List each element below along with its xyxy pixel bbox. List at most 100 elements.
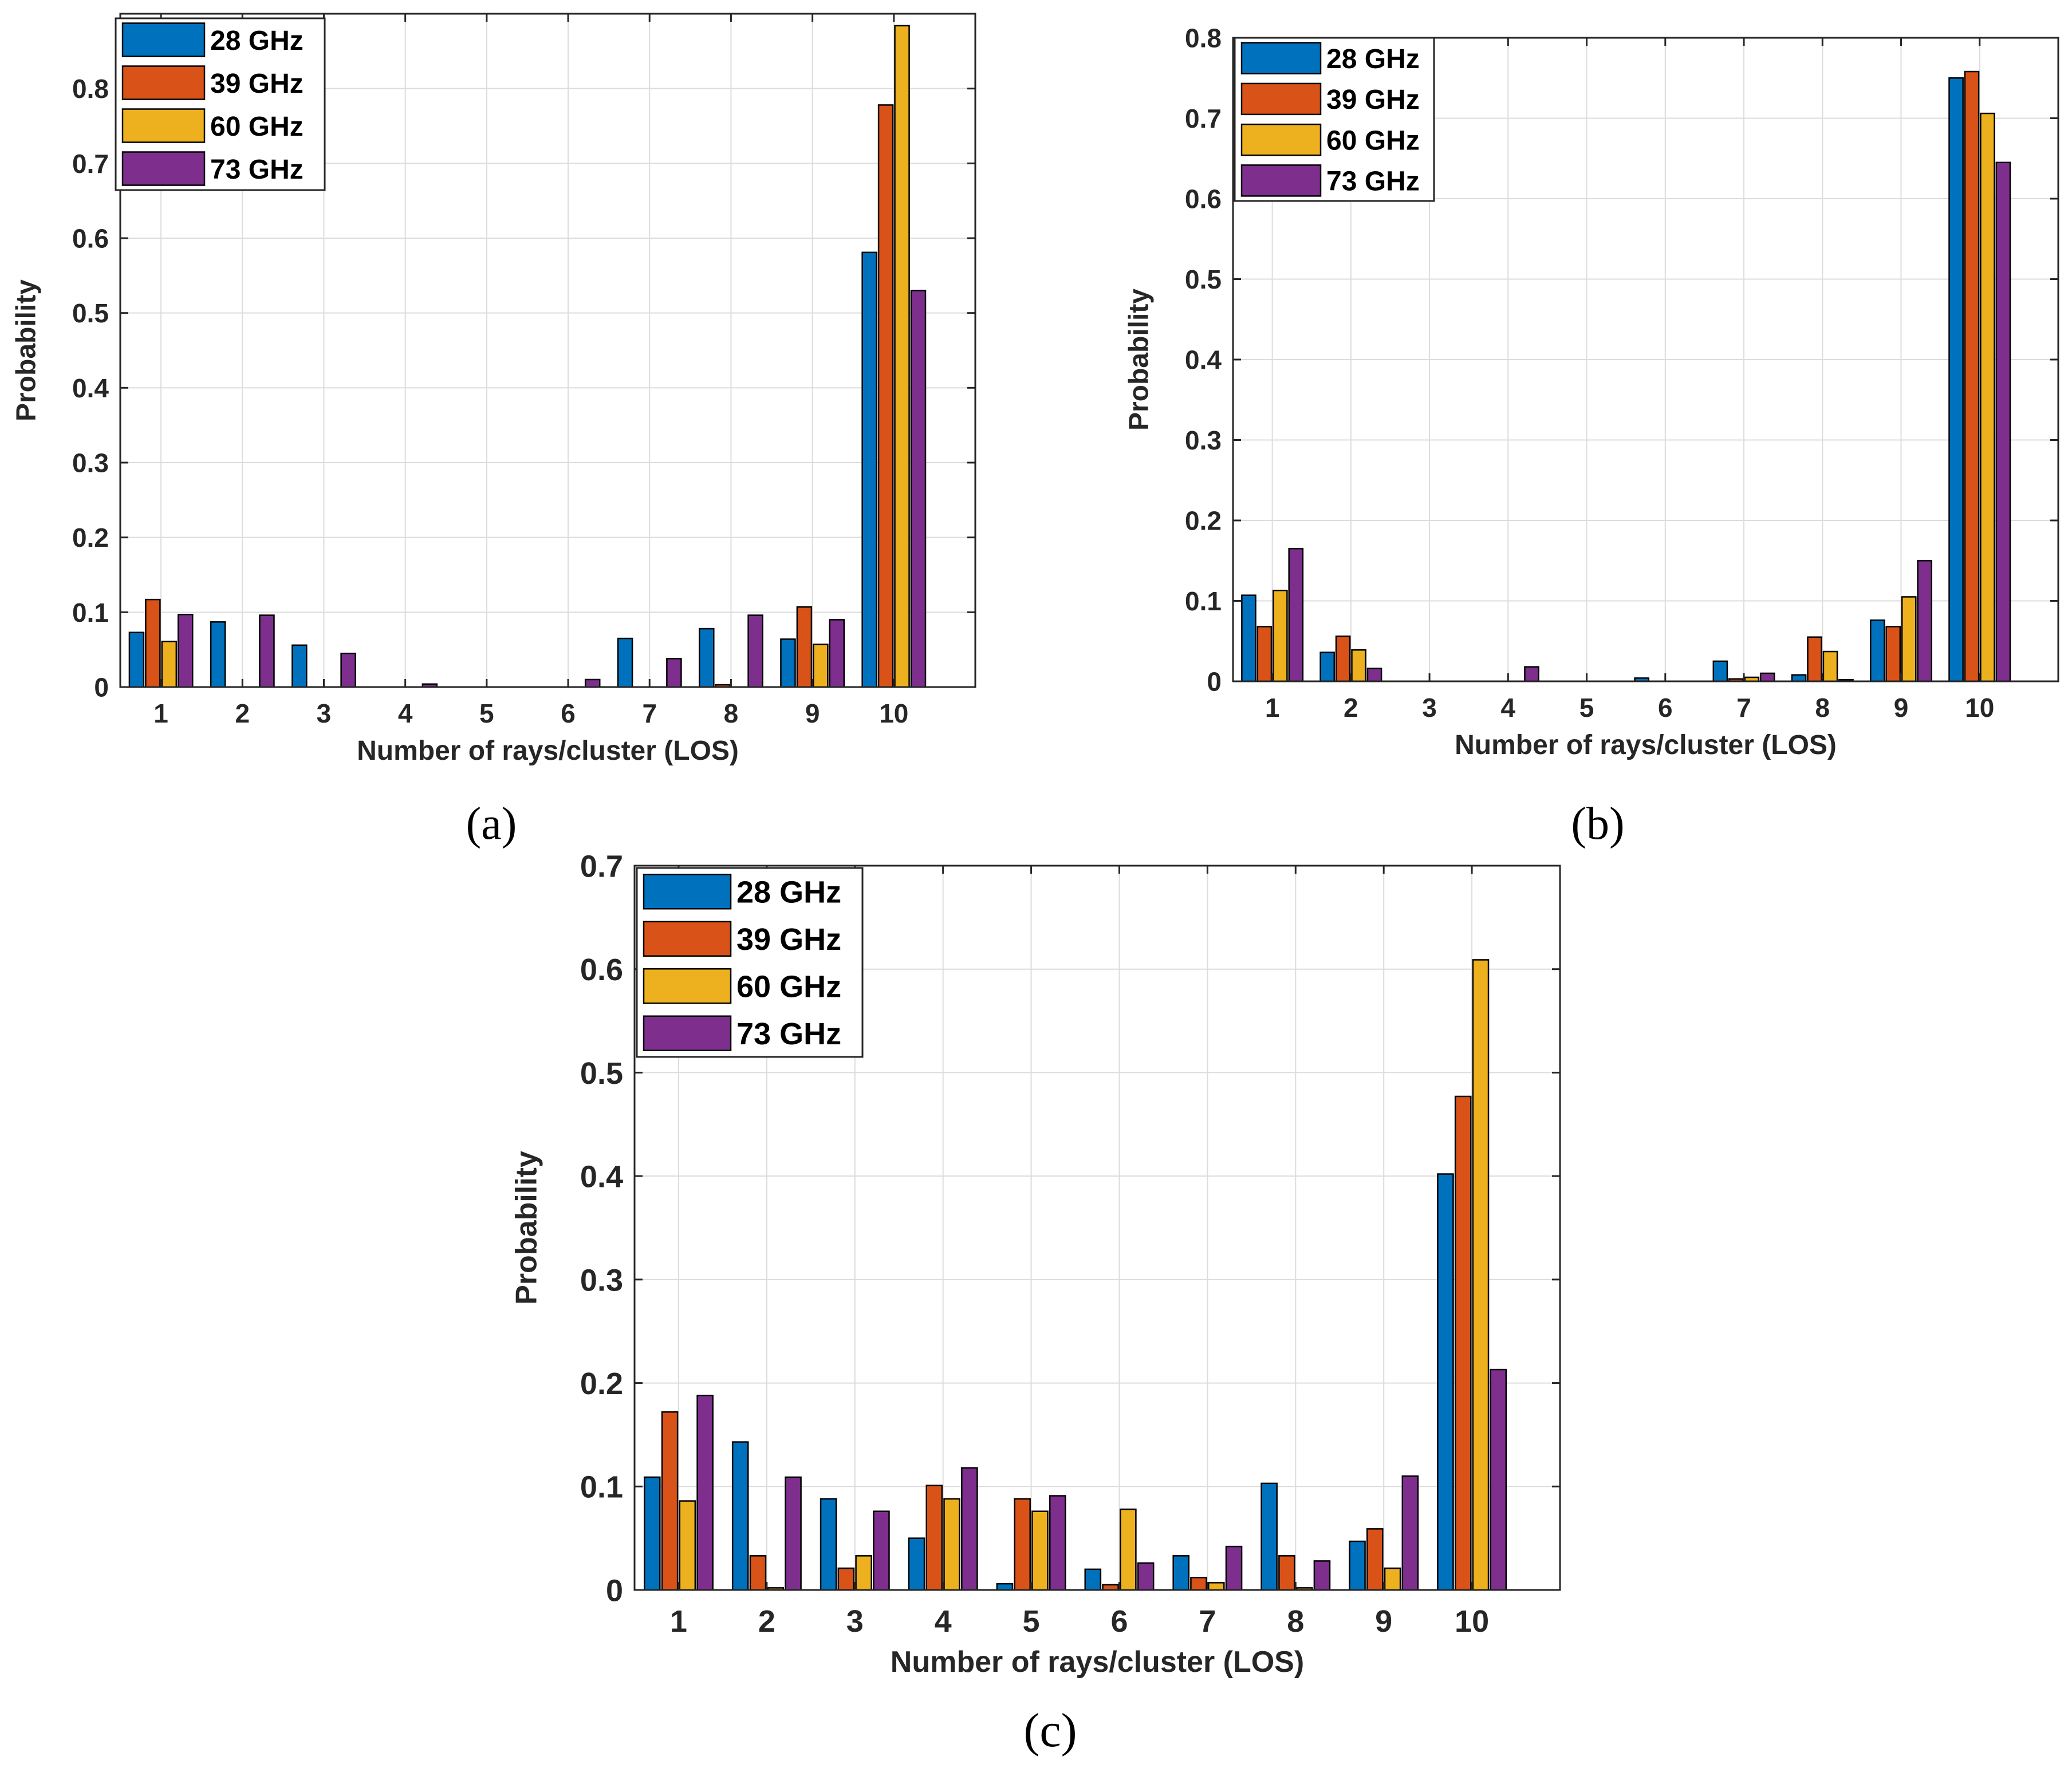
y-tick-label: 0.4 <box>580 1160 623 1194</box>
legend-swatch <box>121 151 206 186</box>
bar-28ghz-2 <box>731 1441 749 1591</box>
legend-swatch <box>1240 42 1322 74</box>
bar-73ghz-2 <box>785 1476 802 1591</box>
bar-28ghz-7 <box>617 637 633 688</box>
bar-28ghz-9 <box>1349 1540 1366 1591</box>
bar-60ghz-10 <box>1472 959 1490 1591</box>
bar-39ghz-8 <box>1807 636 1822 682</box>
bar-39ghz-9 <box>1366 1528 1384 1591</box>
legend: 28 GHz 39 GHz 60 GHz 73 GHz <box>115 17 326 191</box>
x-tick-label: 2 <box>1344 693 1358 723</box>
bar-73ghz-7 <box>1759 672 1775 682</box>
legend-label: 60 GHz <box>736 970 841 1004</box>
bar-73ghz-10 <box>1490 1368 1507 1591</box>
legend-swatch <box>1240 82 1322 116</box>
bar-28ghz-4 <box>908 1537 925 1591</box>
y-tick-label: 0.1 <box>1185 586 1222 616</box>
y-tick-label: 0 <box>1207 667 1222 697</box>
bar-28ghz-8 <box>1791 674 1807 682</box>
y-tick-label: 0.2 <box>1185 506 1222 536</box>
x-tick-label: 3 <box>846 1604 864 1639</box>
bar-73ghz-3 <box>340 652 356 688</box>
bar-39ghz-2 <box>749 1555 767 1591</box>
bars <box>643 959 1507 1591</box>
bar-28ghz-5 <box>996 1582 1014 1591</box>
x-tick-label: 7 <box>642 698 657 728</box>
bar-39ghz-9 <box>1885 626 1901 682</box>
chart-c: 1 2 3 4 5 6 7 8 9 10 0 0.1 0.2 0.3 0.4 0.5 0.6 0.7 Number … <box>510 849 1561 1757</box>
legend-label: 73 GHz <box>1326 167 1420 197</box>
y-tick-label: 0.6 <box>72 224 109 254</box>
legend-swatch <box>1240 123 1322 156</box>
legend-label: 39 GHz <box>1326 85 1420 115</box>
legend-swatch <box>121 65 206 100</box>
x-tick-label: 3 <box>317 698 332 728</box>
x-tick-label: 4 <box>1501 693 1516 723</box>
subfigure-label: (b) <box>1571 799 1624 849</box>
bar-73ghz-10 <box>910 290 927 688</box>
bar-73ghz-1 <box>177 614 194 688</box>
x-tick-label: 1 <box>153 698 168 728</box>
bar-73ghz-6 <box>1137 1562 1155 1591</box>
bar-28ghz-8 <box>1260 1482 1278 1591</box>
x-tick-label: 7 <box>1736 693 1751 723</box>
axes-box <box>119 13 976 688</box>
legend-swatch <box>643 968 732 1004</box>
y-tick-label: 0.7 <box>72 149 109 179</box>
y-tick-label: 0.8 <box>72 74 109 104</box>
bar-39ghz-4 <box>925 1485 943 1591</box>
x-tick-label: 8 <box>724 698 739 728</box>
legend-swatch <box>643 874 732 910</box>
chart-b: 1 2 3 4 5 6 7 8 9 10 0 0.1 0.2 0.3 0.4 0.5 0.6 0.7 0.8 Numb… <box>1124 23 2059 849</box>
x-tick-label: 8 <box>1815 693 1830 723</box>
bar-39ghz-8 <box>1278 1555 1295 1591</box>
bar-28ghz-1 <box>1241 594 1256 682</box>
y-tick-label: 0.6 <box>1185 184 1222 214</box>
y-tick-label: 0.5 <box>1185 265 1222 294</box>
y-axis-label: Probability <box>510 1151 543 1305</box>
legend-label: 28 GHz <box>210 26 304 56</box>
bar-60ghz-1 <box>1273 589 1288 682</box>
bar-39ghz-2 <box>1335 636 1351 682</box>
bar-60ghz-10 <box>894 25 910 688</box>
bar-39ghz-1 <box>661 1411 679 1591</box>
bar-39ghz-3 <box>837 1567 855 1591</box>
bar-73ghz-4 <box>961 1467 978 1591</box>
x-tick-label: 6 <box>1658 693 1673 723</box>
bar-60ghz-10 <box>1980 112 1995 682</box>
x-tick-label: 5 <box>1579 693 1594 723</box>
subfigure-label: (c) <box>1023 1704 1077 1757</box>
bar-28ghz-10 <box>1437 1173 1454 1591</box>
legend-swatch <box>1240 164 1322 197</box>
bar-60ghz-2 <box>1351 649 1366 682</box>
x-axis-label: Number of rays/cluster (LOS) <box>1455 730 1837 760</box>
bar-39ghz-5 <box>1014 1498 1031 1591</box>
bar-39ghz-10 <box>1964 70 1980 682</box>
bar-73ghz-10 <box>1995 161 2011 682</box>
legend-label: 60 GHz <box>210 112 304 142</box>
x-tick-label: 1 <box>670 1604 687 1639</box>
bar-73ghz-5 <box>1049 1495 1066 1591</box>
bar-60ghz-1 <box>161 641 178 688</box>
x-tick-label: 2 <box>235 698 250 728</box>
legend-label: 39 GHz <box>736 922 841 957</box>
bar-73ghz-9 <box>1401 1475 1419 1591</box>
x-tick-label: 5 <box>479 698 494 728</box>
y-tick-label: 0.4 <box>1185 345 1222 375</box>
bar-28ghz-7 <box>1712 660 1728 682</box>
bar-73ghz-9 <box>829 619 845 688</box>
bar-39ghz-9 <box>796 606 813 688</box>
legend: 28 GHz 39 GHz 60 GHz 73 GHz <box>636 867 864 1058</box>
legend-swatch <box>121 22 206 57</box>
bar-73ghz-2 <box>259 614 275 688</box>
bar-28ghz-7 <box>1172 1555 1190 1591</box>
bar-73ghz-8 <box>1313 1560 1331 1591</box>
x-tick-label: 2 <box>758 1604 775 1639</box>
legend: 28 GHz 39 GHz 60 GHz 73 GHz <box>1234 37 1435 202</box>
x-tick-label: 10 <box>879 698 908 728</box>
bar-60ghz-5 <box>1031 1510 1049 1591</box>
y-tick-label: 0.1 <box>72 598 109 628</box>
bar-73ghz-3 <box>873 1510 890 1591</box>
subfigure-label: (a) <box>466 799 517 849</box>
x-tick-label: 9 <box>805 698 820 728</box>
